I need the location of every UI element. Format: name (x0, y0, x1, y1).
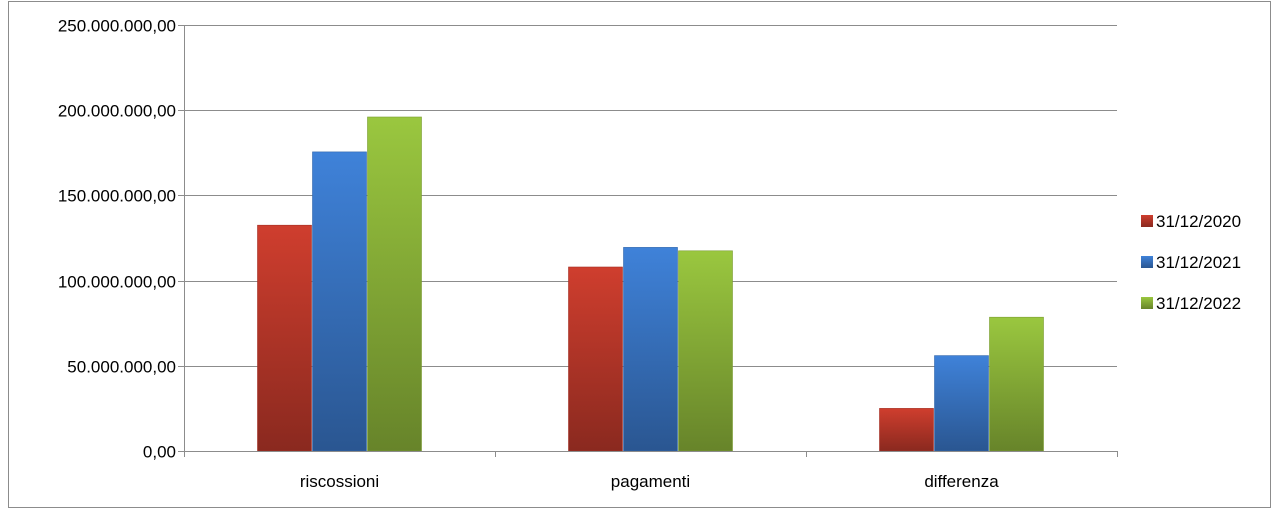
bar-differenza-2 (989, 316, 1044, 452)
legend-label: 31/12/2020 (1156, 212, 1241, 231)
legend: 31/12/2020 31/12/2021 31/12/2022 (1141, 212, 1241, 313)
x-tick-label: pagamenti (611, 472, 690, 491)
bar-riscossioni-2 (367, 116, 422, 452)
legend-swatch (1141, 297, 1153, 309)
bar-riscossioni-0 (257, 224, 312, 452)
x-tick-label: riscossioni (300, 472, 379, 491)
y-tick-label: 200.000.000,00 (58, 102, 176, 121)
bar-pagamenti-0 (568, 266, 623, 452)
legend-swatch (1141, 215, 1153, 227)
y-tick-label: 50.000.000,00 (67, 358, 176, 377)
bar-differenza-0 (879, 408, 934, 452)
legend-label: 31/12/2021 (1156, 253, 1241, 272)
y-tick-label: 100.000.000,00 (58, 273, 176, 292)
y-tick-label: 150.000.000,00 (58, 187, 176, 206)
bar-riscossioni-1 (312, 151, 367, 452)
axes: 0,00 50.000.000,00 100.000.000,00 150.000.0… (58, 17, 1118, 491)
bar-differenza-1 (934, 355, 989, 452)
bars (257, 116, 1044, 452)
x-tick-label: differenza (924, 472, 999, 491)
y-tick-label: 0,00 (143, 443, 176, 462)
y-tick-label: 250.000.000,00 (58, 17, 176, 36)
legend-label: 31/12/2022 (1156, 294, 1241, 313)
legend-swatch (1141, 256, 1153, 268)
bar-pagamenti-2 (678, 250, 733, 452)
bar-pagamenti-1 (623, 247, 678, 452)
